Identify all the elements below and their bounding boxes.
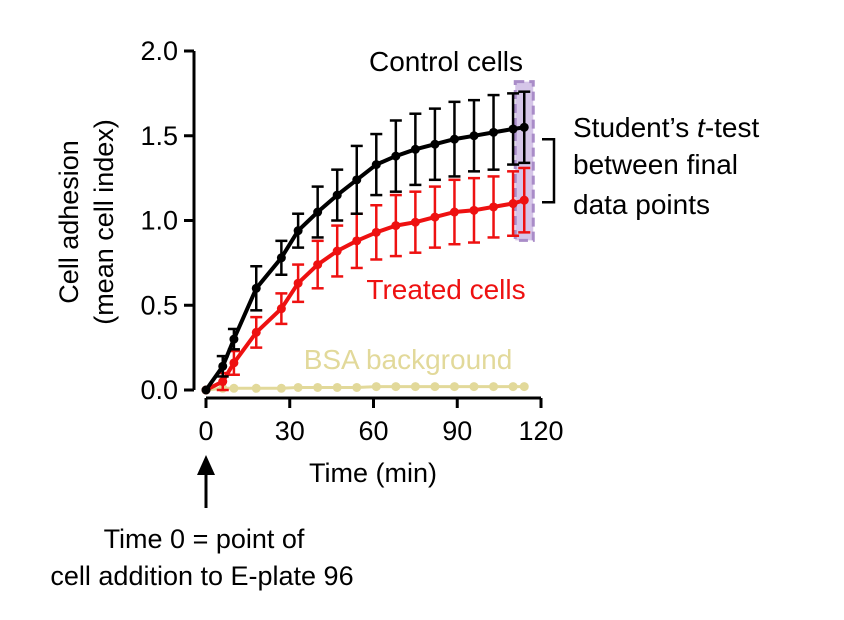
x-tick-label: 60 (358, 416, 388, 446)
treated-point (352, 236, 361, 245)
control-point (411, 145, 420, 154)
ttest-label-line2: between final (573, 149, 738, 180)
bsa-point (294, 383, 303, 392)
series-label-bsa: BSA background (304, 344, 513, 375)
control-point (489, 128, 498, 137)
control-point (430, 140, 439, 149)
bsa-point (430, 382, 439, 391)
series-bsa-background (202, 382, 529, 394)
treated-point (509, 199, 518, 208)
ttest-label-line3: data points (573, 189, 710, 220)
ttest-bracket (542, 139, 554, 202)
x-tick-label: 90 (442, 416, 472, 446)
ttest-prefix: Student’s (573, 112, 697, 143)
bsa-point (252, 384, 261, 393)
treated-point (313, 260, 322, 269)
control-point (509, 124, 518, 133)
control-point (294, 226, 303, 235)
treated-point (411, 218, 420, 227)
control-point (372, 160, 381, 169)
treated-point (520, 196, 529, 205)
treated-point (430, 213, 439, 222)
x-axis-label: Time (min) (309, 458, 437, 488)
treated-point (277, 304, 286, 313)
bsa-point (352, 383, 361, 392)
treated-point (470, 206, 479, 215)
x-tick-label: 0 (198, 416, 213, 446)
control-point (333, 191, 342, 200)
x-tick-label: 30 (275, 416, 305, 446)
control-point (229, 335, 238, 344)
treated-point (372, 228, 381, 237)
control-point (470, 131, 479, 140)
bsa-point (372, 382, 381, 391)
bsa-point (450, 382, 459, 391)
treated-point (218, 377, 227, 386)
bsa-point (391, 382, 400, 391)
treated-point (252, 328, 261, 337)
axes: 0.0 0.5 1.0 1.5 2.0 0 30 60 90 120 (140, 36, 563, 446)
y-tick-label: 2.0 (140, 36, 178, 66)
control-point (277, 253, 286, 262)
bsa-point (509, 382, 518, 391)
y-axis-label-line2: (mean cell index) (89, 119, 119, 325)
time-zero-arrow (197, 455, 215, 508)
x-tick-label: 120 (518, 416, 563, 446)
bsa-point (229, 384, 238, 393)
y-tick-label: 0.5 (140, 290, 178, 320)
series-label-treated: Treated cells (366, 274, 525, 305)
bsa-point (333, 383, 342, 392)
bsa-point (470, 382, 479, 391)
bsa-point (411, 382, 420, 391)
y-axis-label-line1: Cell adhesion (54, 140, 84, 304)
y-tick-label: 0.0 (140, 375, 178, 405)
bsa-point (277, 384, 286, 393)
treated-point (229, 358, 238, 367)
control-point (313, 208, 322, 217)
series-label-control: Control cells (369, 46, 523, 77)
control-point (218, 362, 227, 371)
treated-point (450, 208, 459, 217)
bsa-point (489, 382, 498, 391)
control-point (450, 135, 459, 144)
bsa-point (313, 383, 322, 392)
treated-point (489, 202, 498, 211)
ttest-suffix: -test (705, 112, 760, 143)
y-tick-label: 1.0 (140, 206, 178, 236)
y-tick-label: 1.5 (140, 121, 178, 151)
treated-point (333, 247, 342, 256)
ttest-label-line1: Student’s t-test (573, 112, 759, 143)
treated-point (391, 221, 400, 230)
control-point (391, 152, 400, 161)
control-point (352, 175, 361, 184)
time-zero-note-line2: cell addition to E-plate 96 (50, 561, 353, 591)
control-point (520, 123, 529, 132)
treated-point (294, 279, 303, 288)
control-point (202, 386, 211, 395)
control-point (252, 284, 261, 293)
bsa-point (520, 382, 529, 391)
time-zero-note-line1: Time 0 = point of (104, 524, 305, 554)
adhesion-chart: 0.0 0.5 1.0 1.5 2.0 0 30 60 90 120 Time (min) Cel… (0, 0, 844, 620)
